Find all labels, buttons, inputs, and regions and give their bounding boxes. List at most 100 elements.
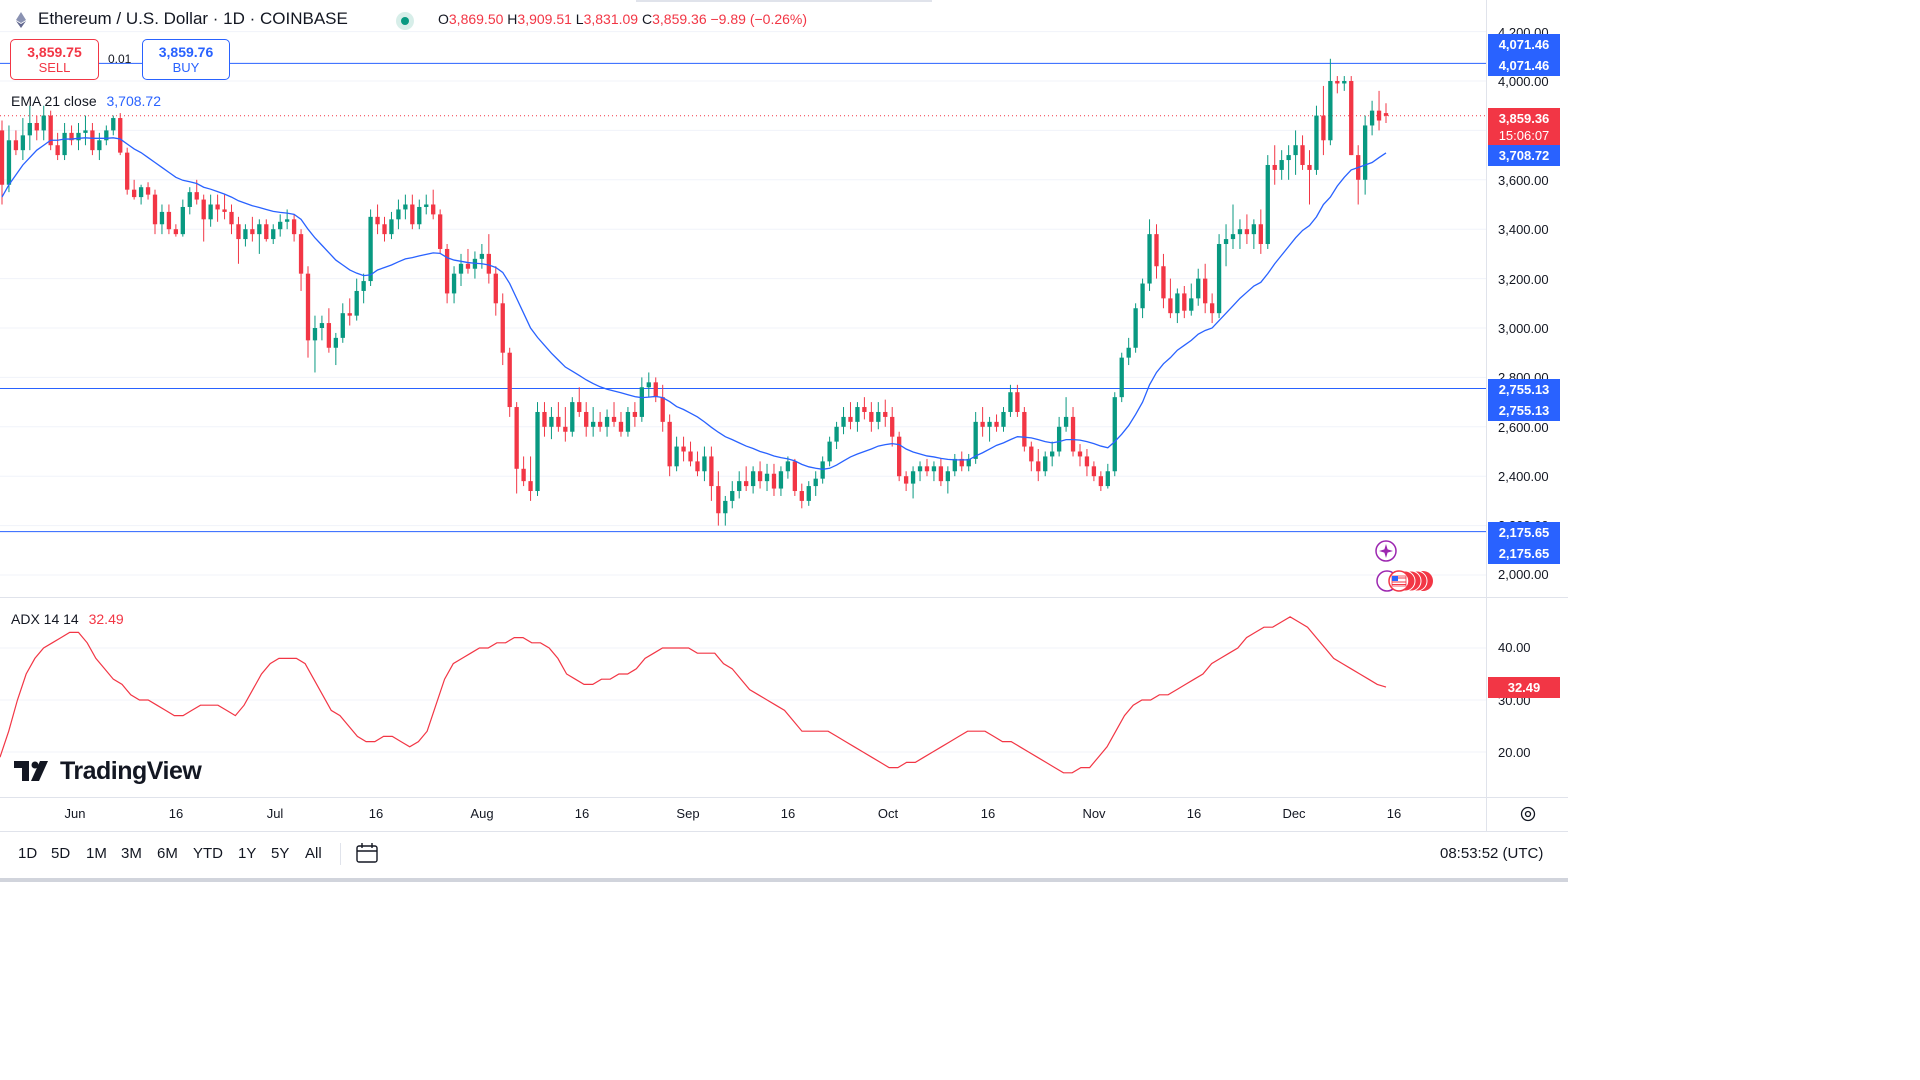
candle-body <box>20 135 26 151</box>
candle-body <box>1008 392 1013 412</box>
candle-body <box>1230 234 1236 240</box>
range-all-button[interactable]: All <box>305 845 322 862</box>
candle-body <box>639 387 644 417</box>
candle-body <box>27 122 32 136</box>
candle <box>1362 115 1368 195</box>
price-tick: 2,400.00 <box>1498 469 1549 484</box>
sell-label: SELL <box>38 60 71 75</box>
range-3m-button[interactable]: 3M <box>121 845 142 862</box>
chart-stage[interactable]: Ethereum / U.S. Dollar · 1D · COINBASE O… <box>0 0 1568 882</box>
candle-body <box>347 313 352 316</box>
candle <box>257 219 262 254</box>
calendar-goto-date-icon[interactable] <box>355 842 379 864</box>
candle <box>1098 471 1104 492</box>
candle-body <box>945 471 951 482</box>
candle-body <box>271 229 276 240</box>
candle <box>180 199 185 237</box>
candle-body <box>890 416 895 437</box>
candle <box>236 216 241 264</box>
range-1y-button[interactable]: 1Y <box>238 845 257 862</box>
grid-lines <box>0 0 1568 831</box>
candle-body <box>1063 416 1069 427</box>
candle <box>883 399 888 427</box>
candle <box>319 315 325 341</box>
range-1d-button[interactable]: 1D <box>18 845 38 862</box>
candle-body <box>319 323 325 328</box>
candle <box>1314 105 1319 175</box>
candle-body <box>862 407 867 412</box>
candle <box>1251 219 1257 249</box>
candle <box>271 224 276 245</box>
candle-body <box>152 194 158 225</box>
candle-body <box>1223 239 1229 245</box>
candle-body <box>869 411 874 422</box>
settings-gear-icon[interactable] <box>1518 804 1538 824</box>
candle <box>966 453 971 472</box>
candle <box>264 219 269 242</box>
candle <box>688 441 693 467</box>
time-tick: Nov <box>1082 806 1106 821</box>
candle-body <box>6 140 12 185</box>
candle-body <box>1182 293 1187 311</box>
mid-line-price-tag: 2,755.13 <box>1488 379 1560 400</box>
candle <box>479 244 485 269</box>
economic-events-flag-icon[interactable] <box>1375 569 1435 593</box>
candle-body <box>1321 115 1326 141</box>
bottom-strip <box>0 878 1568 882</box>
candle-body <box>667 421 672 467</box>
ema-legend[interactable]: EMA 21 close 3,708.72 <box>11 93 161 109</box>
candle-body <box>1154 234 1159 267</box>
range-ytd-button[interactable]: YTD <box>193 845 223 862</box>
candle-body <box>1029 446 1034 462</box>
candle <box>48 110 53 151</box>
horizontal-lines <box>0 62 1486 533</box>
candle-body <box>264 224 269 240</box>
time-tick: 16 <box>168 806 184 821</box>
range-1m-button[interactable]: 1M <box>86 845 107 862</box>
adx-legend[interactable]: ADX 14 14 32.49 <box>11 611 124 627</box>
candle <box>1189 283 1194 316</box>
buy-button[interactable]: 3,859.76 BUY <box>142 39 230 80</box>
candle-body <box>159 211 165 225</box>
candle-body <box>764 473 770 482</box>
candle <box>389 211 394 240</box>
candle-body <box>1022 411 1027 447</box>
candle <box>757 461 763 489</box>
candle-body <box>1258 224 1263 245</box>
candle-body <box>632 411 638 417</box>
candle <box>375 204 380 235</box>
sell-button[interactable]: 3,859.75 SELL <box>10 39 99 80</box>
candle <box>1077 444 1083 467</box>
sparkle-event-icon[interactable] <box>1375 540 1397 562</box>
candle-body <box>1300 145 1305 165</box>
mid-line-price-tag: 2,755.13 <box>1488 400 1560 421</box>
chart-canvas[interactable] <box>0 0 1568 882</box>
price-tick: 4,000.00 <box>1498 74 1549 89</box>
candle-body <box>34 122 39 131</box>
candle <box>542 402 547 437</box>
time-tick: 16 <box>574 806 590 821</box>
candle-body <box>1237 229 1243 235</box>
candle <box>465 248 471 274</box>
range-5d-button[interactable]: 5D <box>51 845 71 862</box>
symbol-title[interactable]: Ethereum / U.S. Dollar · 1D · COINBASE <box>38 9 348 28</box>
range-5y-button[interactable]: 5Y <box>271 845 290 862</box>
candle <box>646 372 651 398</box>
time-tick: Oct <box>877 806 899 821</box>
candle-body <box>876 411 881 422</box>
candle-body <box>215 204 220 210</box>
candle-body <box>688 451 693 462</box>
range-6m-button[interactable]: 6M <box>157 845 178 862</box>
candle-body <box>97 140 102 151</box>
candle <box>535 402 540 496</box>
candle <box>222 194 227 220</box>
utc-clock[interactable]: 08:53:52 (UTC) <box>1440 845 1544 862</box>
candle-body <box>750 471 756 487</box>
candle <box>1140 278 1145 319</box>
price-tick: 2,000.00 <box>1498 567 1549 582</box>
candle <box>1063 397 1069 432</box>
candle-body <box>340 313 345 338</box>
candle-body <box>431 204 436 215</box>
buy-price: 3,859.76 <box>158 44 214 60</box>
candle-body <box>611 416 617 422</box>
